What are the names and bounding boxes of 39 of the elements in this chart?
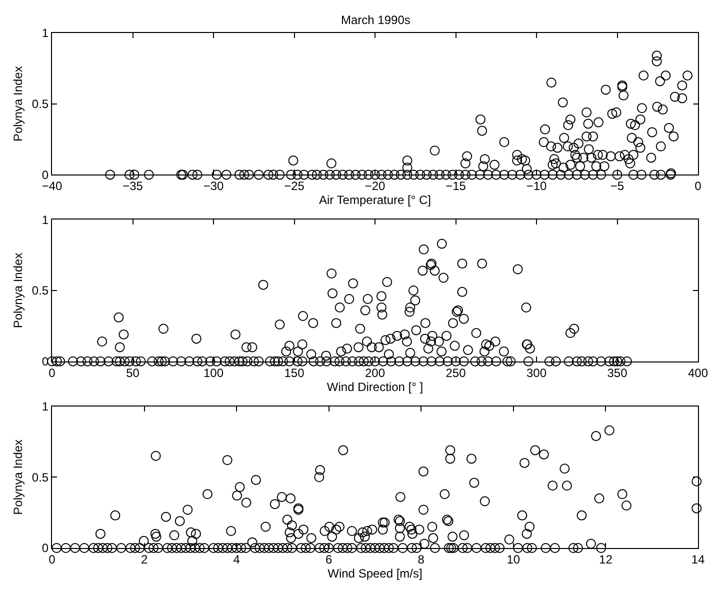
x-tick-label: 6 xyxy=(326,552,333,566)
x-tick-label: −25 xyxy=(284,179,305,194)
x-tick-label: 250 xyxy=(446,366,466,380)
y-axis-title: Polynya Index xyxy=(11,66,26,142)
x-tick-label: −35 xyxy=(122,179,144,194)
x-tick-label: −15 xyxy=(446,179,466,194)
x-tick-label: 200 xyxy=(364,366,386,380)
x-axis-title: Air Temperature [° C] xyxy=(319,193,431,208)
x-tick-label: 12 xyxy=(599,552,613,566)
x-tick-label: 150 xyxy=(284,366,305,380)
y-axis-title: Polynya Index xyxy=(11,439,26,515)
x-tick-label: 0 xyxy=(694,179,702,194)
x-tick-label: 2 xyxy=(140,552,148,566)
x-tick-label: −10 xyxy=(526,179,547,194)
x-axis-title: Wind Speed [m/s] xyxy=(328,566,422,580)
y-tick-label: 1 xyxy=(42,212,49,227)
y-tick-label: 0.5 xyxy=(32,470,49,484)
x-axis-title: Wind Direction [° ] xyxy=(326,380,424,394)
chart-title: March 1990s xyxy=(341,13,410,27)
x-tick-label: 400 xyxy=(688,366,708,380)
y-tick-label: 0.5 xyxy=(32,97,49,112)
x-tick-label: 50 xyxy=(126,366,140,380)
x-tick-label: −40 xyxy=(42,179,62,194)
x-tick-label: 8 xyxy=(418,552,425,566)
x-tick-label: −20 xyxy=(364,179,386,194)
y-tick-label: 1 xyxy=(42,399,49,414)
x-tick-label: 10 xyxy=(506,552,520,566)
x-tick-label: 14 xyxy=(691,552,705,566)
y-tick-label: 1 xyxy=(42,26,49,40)
y-tick-label: 0 xyxy=(42,168,49,182)
x-tick-label: 100 xyxy=(203,366,224,380)
x-tick-label: 300 xyxy=(526,366,547,380)
x-tick-label: −30 xyxy=(203,179,224,194)
y-tick-label: 0 xyxy=(42,541,49,556)
x-tick-label: −5 xyxy=(610,179,624,194)
x-tick-label: 4 xyxy=(233,552,240,566)
y-tick-label: 0.5 xyxy=(32,284,49,298)
x-tick-label: 350 xyxy=(607,366,628,380)
y-axis-title: Polynya Index xyxy=(11,252,26,328)
